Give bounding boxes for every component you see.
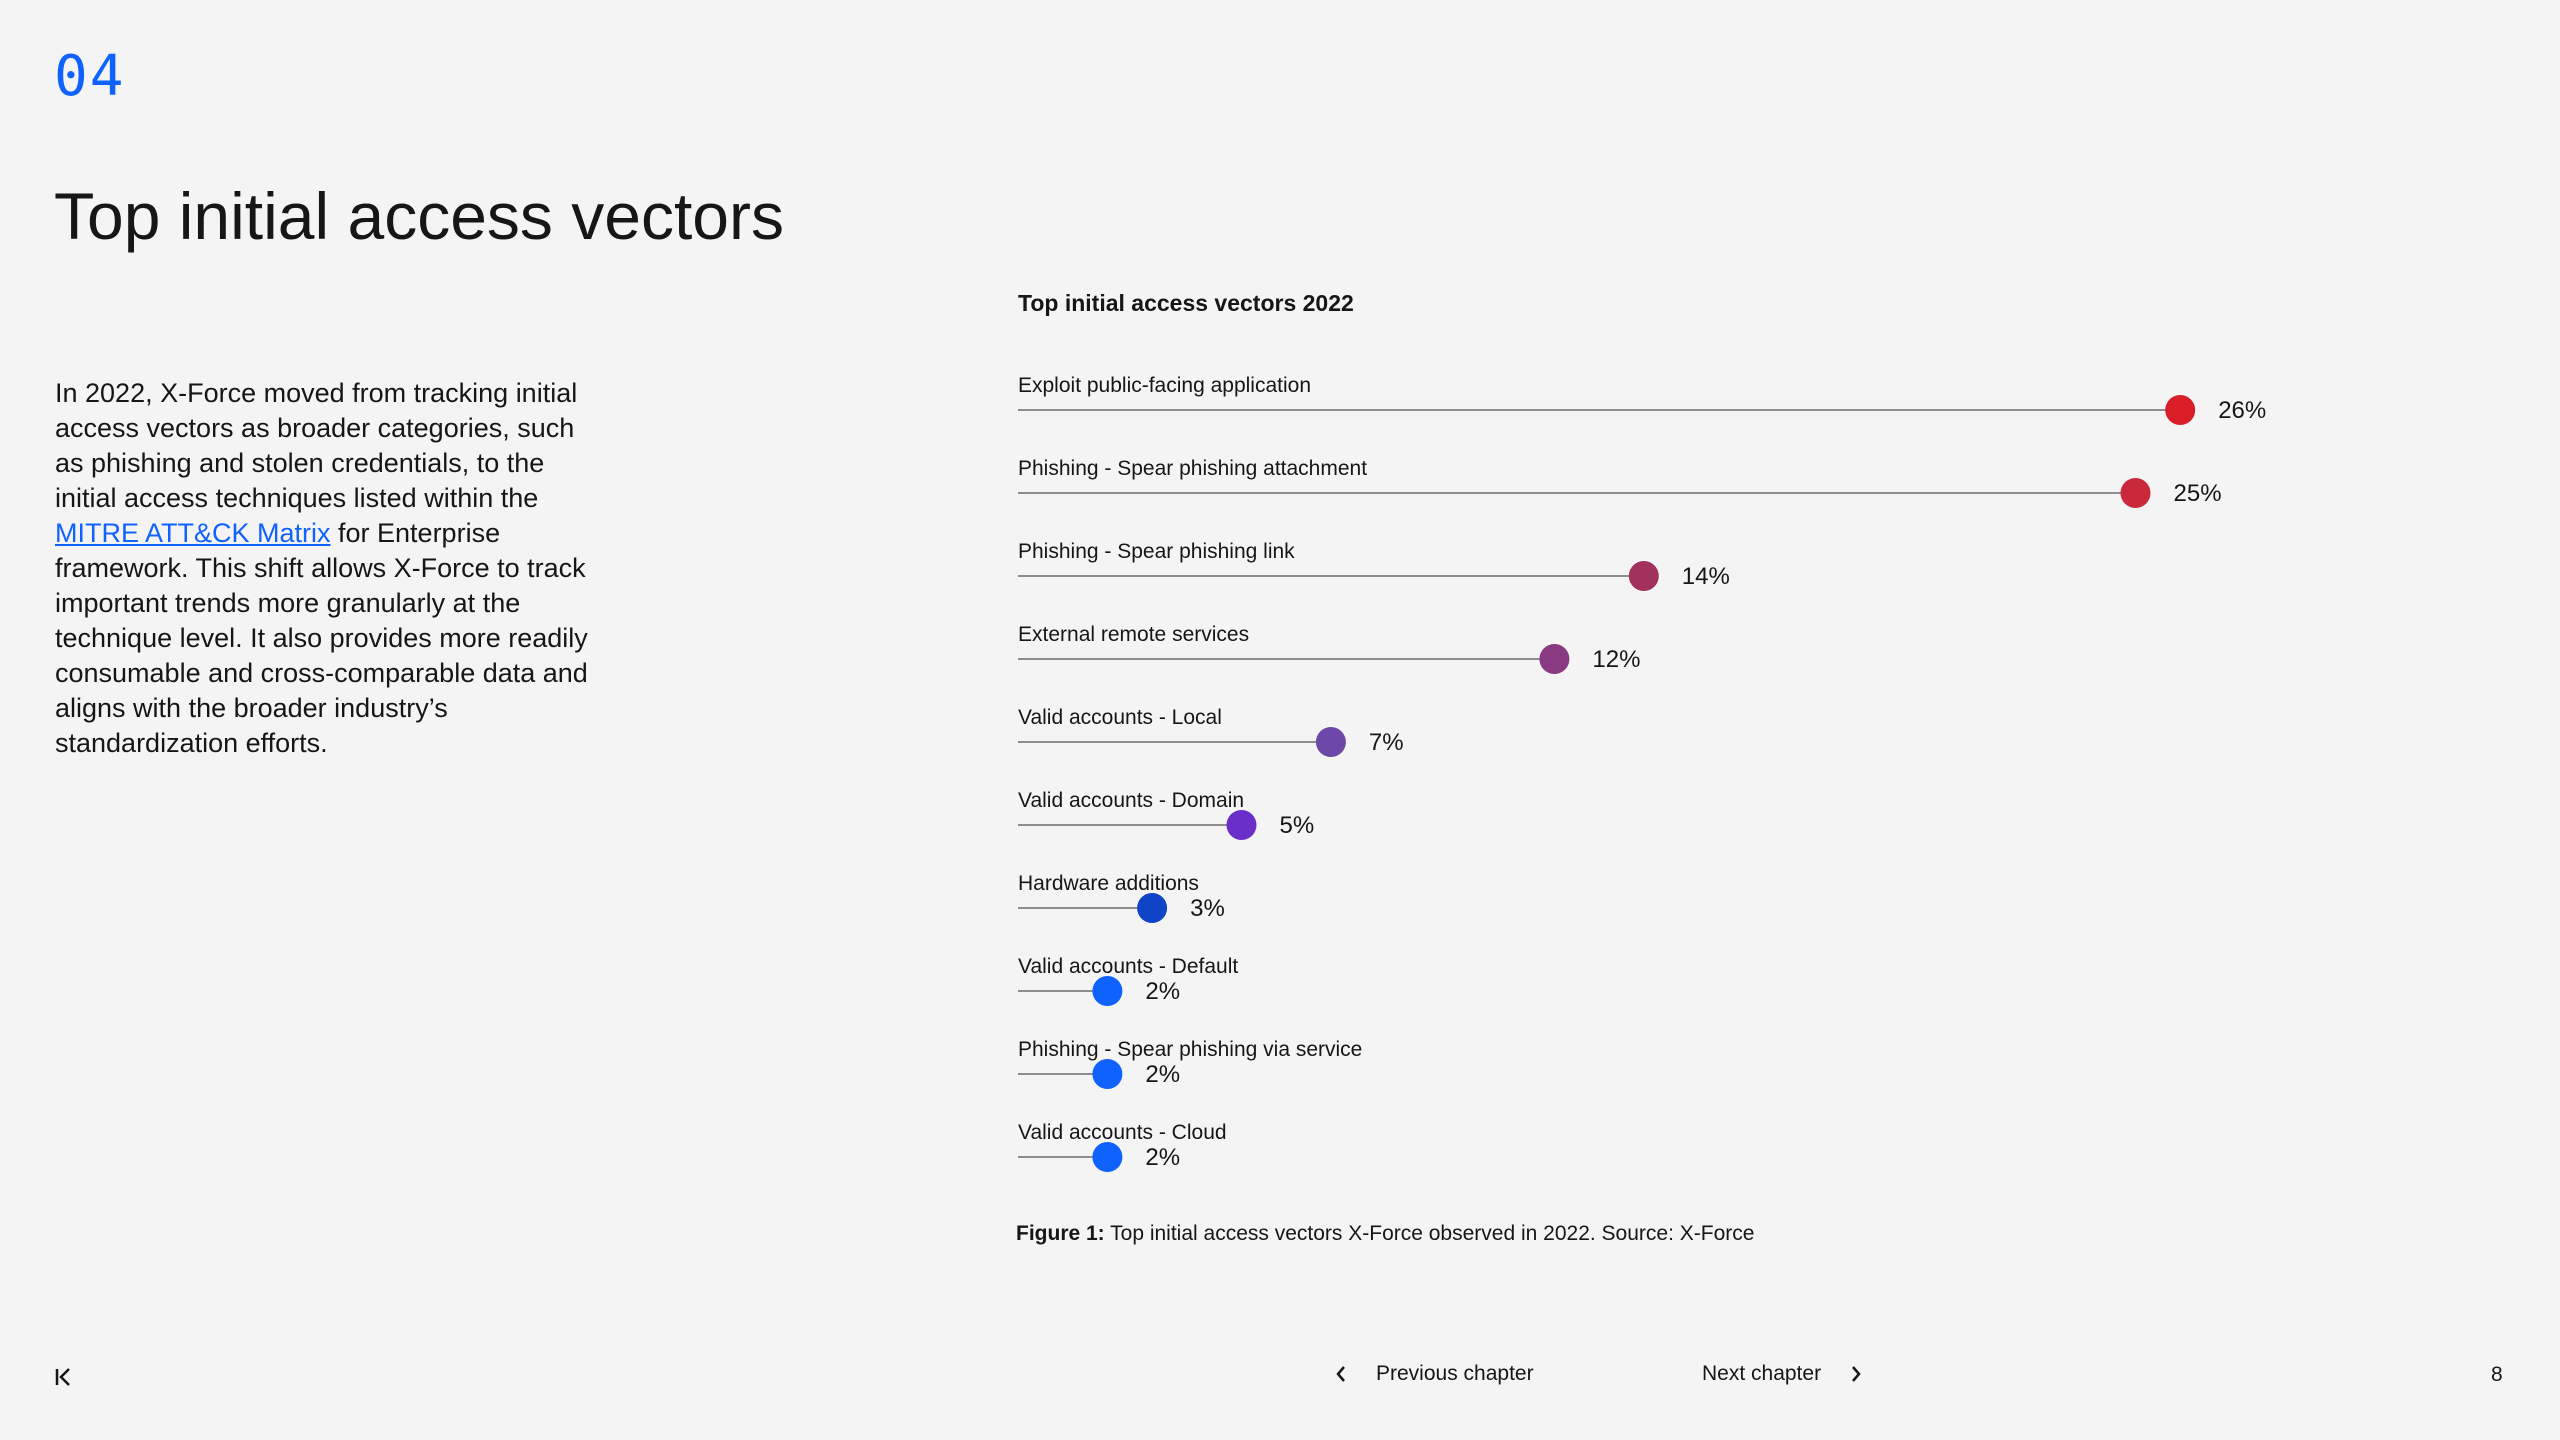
chevron-left-icon bbox=[1334, 1364, 1348, 1384]
value-label: 3% bbox=[1190, 895, 1225, 922]
mitre-attack-matrix-link[interactable]: MITRE ATT&CK Matrix bbox=[55, 518, 331, 548]
first-page-icon[interactable] bbox=[52, 1366, 74, 1388]
body-text-before-link: In 2022, X-Force moved from tracking ini… bbox=[55, 378, 578, 513]
chevron-right-icon bbox=[1849, 1364, 1863, 1384]
figure-caption: Figure 1: Top initial access vectors X-F… bbox=[1016, 1222, 1754, 1246]
lollipop-dot bbox=[2165, 395, 2196, 425]
next-chapter-label: Next chapter bbox=[1702, 1362, 1822, 1385]
value-label: 7% bbox=[1369, 729, 1404, 756]
chapter-number: 04 bbox=[54, 44, 126, 109]
category-label: Phishing - Spear phishing attachment bbox=[1018, 457, 1367, 480]
page-title: Top initial access vectors bbox=[54, 179, 784, 253]
category-label: Hardware additions bbox=[1018, 872, 1199, 895]
caption-label: Figure 1: bbox=[1016, 1222, 1105, 1245]
lollipop-dot bbox=[1315, 727, 1346, 757]
body-paragraph: In 2022, X-Force moved from tracking ini… bbox=[55, 376, 595, 761]
category-label: Valid accounts - Default bbox=[1018, 955, 1238, 978]
category-label: Exploit public-facing application bbox=[1018, 374, 1311, 397]
value-label: 12% bbox=[1592, 646, 1640, 673]
next-chapter-button[interactable]: Next chapter bbox=[1702, 1362, 1863, 1386]
lollipop-dot bbox=[1628, 561, 1659, 591]
category-label: External remote services bbox=[1018, 623, 1249, 646]
lollipop-dot bbox=[1539, 644, 1570, 674]
previous-chapter-label: Previous chapter bbox=[1376, 1362, 1534, 1385]
value-label: 14% bbox=[1682, 563, 1730, 590]
previous-chapter-button[interactable]: Previous chapter bbox=[1334, 1362, 1534, 1386]
page-number: 8 bbox=[2491, 1363, 2503, 1386]
category-label: Phishing - Spear phishing via service bbox=[1018, 1038, 1362, 1061]
lollipop-dot bbox=[1226, 810, 1257, 840]
lollipop-dot bbox=[2120, 478, 2151, 508]
category-label: Valid accounts - Local bbox=[1018, 706, 1222, 729]
value-label: 2% bbox=[1145, 1061, 1180, 1088]
lollipop-dot bbox=[1092, 1059, 1123, 1089]
value-label: 26% bbox=[2218, 397, 2266, 424]
lollipop-chart: Exploit public-facing application 26% Phis… bbox=[1018, 374, 2266, 1172]
value-label: 5% bbox=[1280, 812, 1315, 839]
category-label: Valid accounts - Cloud bbox=[1018, 1121, 1227, 1144]
category-label: Phishing - Spear phishing link bbox=[1018, 540, 1295, 563]
category-label: Valid accounts - Domain bbox=[1018, 789, 1244, 812]
lollipop-dot bbox=[1092, 1142, 1123, 1172]
value-label: 2% bbox=[1145, 1144, 1180, 1171]
value-label: 25% bbox=[2174, 480, 2222, 507]
lollipop-dot bbox=[1137, 893, 1168, 923]
caption-text: Top initial access vectors X-Force obser… bbox=[1104, 1222, 1755, 1245]
chart-title: Top initial access vectors 2022 bbox=[1018, 290, 1354, 316]
lollipop-dot bbox=[1092, 976, 1123, 1006]
value-label: 2% bbox=[1145, 978, 1180, 1005]
body-text-after-link: for Enterprise framework. This shift all… bbox=[55, 518, 588, 758]
